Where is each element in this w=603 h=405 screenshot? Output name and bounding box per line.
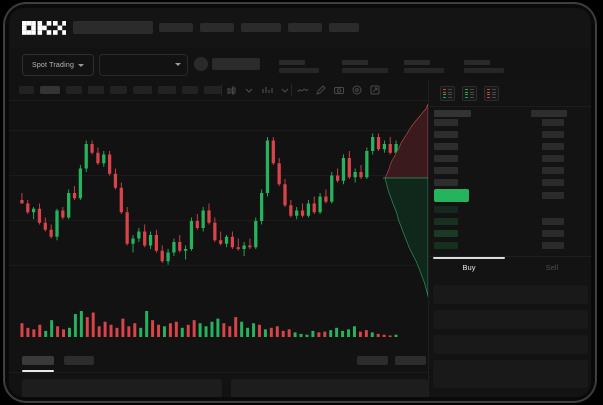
orderbook-ask-row-amount-5[interactable] [542,167,564,174]
timeframe-1w[interactable] [158,86,176,94]
line-chart-icon[interactable] [297,84,309,96]
order-amount-field[interactable] [433,310,588,329]
stat-24h-volume [464,60,504,73]
pair-name [212,58,260,70]
nav-item-5[interactable] [329,23,359,32]
timeframe-5m[interactable] [40,86,60,94]
order-form-divider [429,256,591,257]
bottom-panel-left[interactable] [22,379,222,397]
order-extra-field[interactable] [433,360,588,388]
okx-logo[interactable] [22,21,66,35]
order-price-field[interactable] [433,285,588,304]
market-type-dropdown[interactable]: Spot Trading [22,54,94,76]
orderbook-panel: Buy Sell [428,80,591,397]
orderbook-column-header-price [434,110,471,117]
timeframe-1h[interactable] [88,86,104,94]
orderbook-ask-row-price-3[interactable] [434,143,458,150]
orderbook-ask-row-amount-2[interactable] [542,131,564,138]
orderbook-ask-row-price-6[interactable] [434,179,458,186]
chevron-down-icon[interactable] [243,84,255,96]
camera-icon[interactable] [333,84,345,96]
timeframe-more[interactable] [204,86,222,94]
stat-24h-high [404,60,444,73]
nav-item-4[interactable] [288,23,322,32]
orderbook-bid-row-price-3[interactable] [434,230,458,237]
chevron-down-icon [78,63,85,67]
search-input[interactable] [73,21,153,34]
volume-series [20,311,398,337]
coin-icon [194,57,208,71]
orderbook-spread-highlight [434,189,469,202]
tab-buy-underline [433,257,505,259]
bottom-action-2[interactable] [395,356,426,365]
fullscreen-icon[interactable] [369,84,381,96]
orderbook-ask-row-amount-3[interactable] [542,143,564,150]
orderbook-ask-row-price-4[interactable] [434,155,458,162]
orderbook-view-modes [440,86,499,101]
tab-buy[interactable]: Buy [462,263,476,272]
drawing-pencil-icon[interactable] [315,84,327,96]
app-screen: Spot Trading [9,8,591,397]
volume-chart [9,305,428,350]
orders-tab-bar [9,350,428,373]
tab-sell[interactable]: Sell [545,263,559,272]
candlestick-series [20,133,398,265]
timeframe-4h[interactable] [110,86,127,94]
depth-chart-overlay [383,103,428,298]
orderbook-bid-row-price-4[interactable] [434,242,458,249]
orderbook-mode-both-icon[interactable] [440,86,455,101]
timeframe-1d[interactable] [133,86,152,94]
orderbook-divider [429,106,591,107]
nav-item-1[interactable] [159,23,193,32]
orderbook-ask-row-amount-6[interactable] [542,179,564,186]
stat-24h-change [342,60,388,73]
nav-item-2[interactable] [200,23,234,32]
bottom-action-1[interactable] [357,356,388,365]
indicators-icon[interactable] [261,84,273,96]
tab-open-orders[interactable] [22,356,54,365]
chevron-down-icon [175,63,181,66]
timeframe-15m[interactable] [66,86,82,94]
price-chart[interactable] [9,100,428,305]
order-total-field[interactable] [433,335,588,354]
candle-type-icon[interactable] [225,84,237,96]
timeframe-1m[interactable] [19,86,34,94]
nav-item-3[interactable] [241,23,281,32]
market-header-bar: Spot Trading [9,48,591,80]
orderbook-bid-row-price-1[interactable] [434,206,458,213]
chevron-down-icon-2[interactable] [279,84,291,96]
toolbar-divider [291,84,292,96]
orderbook-bid-row-price-2[interactable] [434,218,458,225]
chart-toolbar [9,80,428,101]
trading-pair-dropdown[interactable] [99,54,188,76]
timeframe-1M[interactable] [182,86,198,94]
orderbook-spread-amount[interactable] [542,192,564,199]
orderbook-column-header-amount [531,110,567,117]
orderbook-bid-row-amount-4[interactable] [542,242,564,249]
orderbook-ask-row-price-2[interactable] [434,131,458,138]
orderbook-mode-asks-icon[interactable] [484,86,499,101]
settings-gear-icon[interactable] [351,84,363,96]
orderbook-ask-row-price-5[interactable] [434,167,458,174]
orderbook-ask-row-amount-4[interactable] [542,155,564,162]
orderbook-bid-row-amount-2[interactable] [542,218,564,225]
orderbook-mode-bids-icon[interactable] [462,86,477,101]
top-navigation-bar [9,8,591,48]
bottom-panel-right[interactable] [231,379,428,397]
orderbook-bid-row-amount-3[interactable] [542,230,564,237]
market-type-label: Spot Trading [31,61,75,69]
toolbar-divider [221,84,222,96]
orderbook-ask-row-price-1[interactable] [434,119,458,126]
tab-open-orders-underline [22,370,54,372]
orderbook-ask-row-amount-1[interactable] [542,119,564,126]
stat-last-price [279,60,319,73]
tab-order-history[interactable] [64,356,94,365]
